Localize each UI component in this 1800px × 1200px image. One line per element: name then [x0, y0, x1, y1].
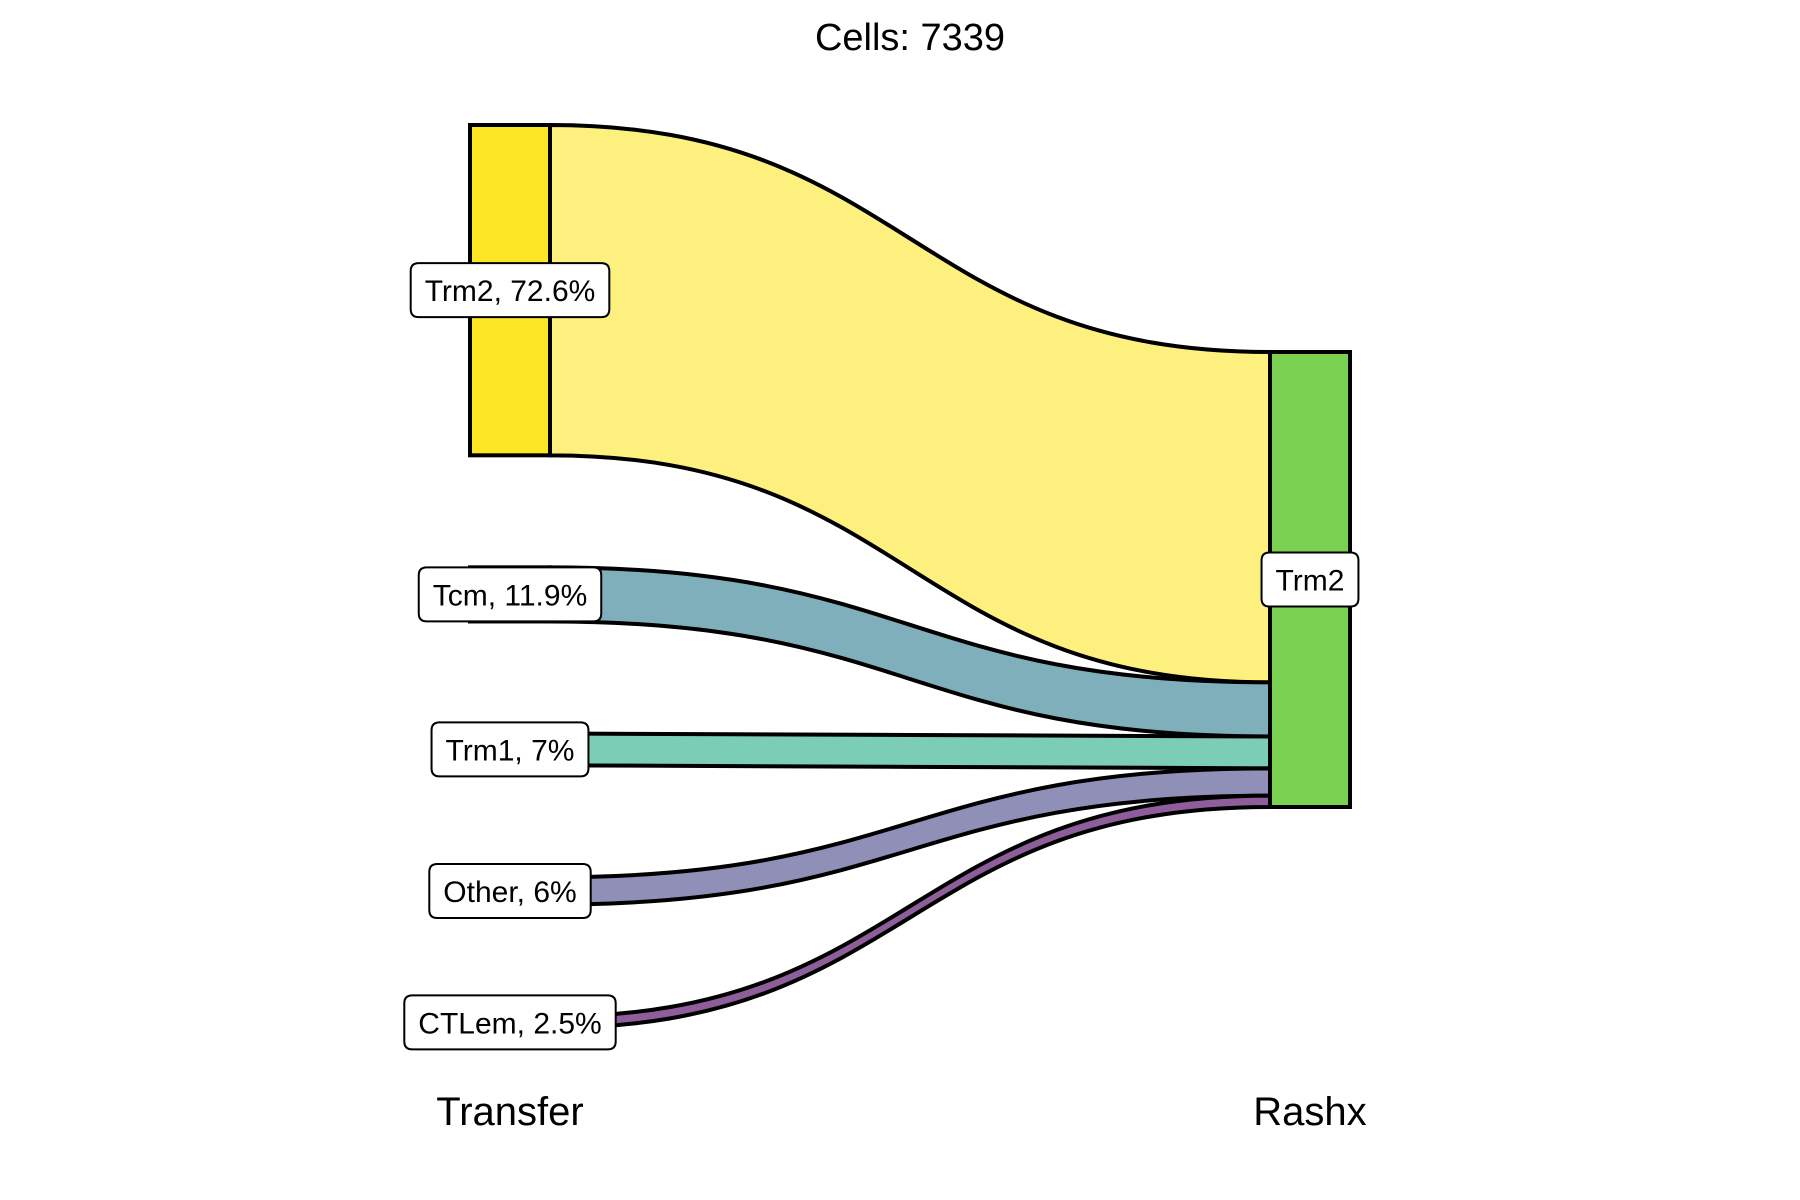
transfer-trm2-label-text: Trm2, 72.6% — [425, 275, 596, 308]
right-axis-label: Rashx — [1253, 1090, 1366, 1134]
flows-layer — [548, 122, 1272, 1031]
transfer-trm1-label: Trm1, 7% — [430, 721, 590, 778]
rashx-trm2-label: Trm2 — [1260, 551, 1360, 608]
transfer-ctlem-label-box — [403, 994, 617, 1051]
transfer-trm1-label-text: Trm1, 7% — [446, 734, 575, 767]
flow-trm1-to-trm2 — [548, 731, 1272, 771]
left-axis-label: Transfer — [436, 1090, 583, 1134]
transfer-trm1-label-box — [430, 721, 590, 778]
transfer-trm2-label: Trm2, 72.6% — [409, 262, 611, 319]
transfer-tcm-label-box — [417, 566, 603, 623]
transfer-other-label-text: Other, 6% — [443, 876, 576, 909]
transfer-ctlem-label-text: CTLem, 2.5% — [418, 1007, 601, 1040]
transfer-ctlem-label: CTLem, 2.5% — [403, 994, 617, 1051]
transfer-tcm-label: Tcm, 11.9% — [417, 566, 603, 623]
transfer-other-label: Other, 6% — [428, 862, 592, 919]
transfer-trm2-label-box — [409, 262, 611, 319]
rashx-trm2-label-box — [1260, 551, 1360, 608]
labels-layer: Trm2, 72.6% Tcm, 11.9% Trm1, 7% Other, 6% CT… — [403, 262, 1360, 1051]
chart-title: Cells: 7339 — [815, 17, 1005, 59]
transfer-other-label-box — [428, 862, 592, 919]
flow-other-to-trm2 — [548, 766, 1272, 907]
transfer-tcm-label-text: Tcm, 11.9% — [433, 579, 588, 612]
rashx-trm2-label-text: Trm2 — [1276, 565, 1345, 598]
